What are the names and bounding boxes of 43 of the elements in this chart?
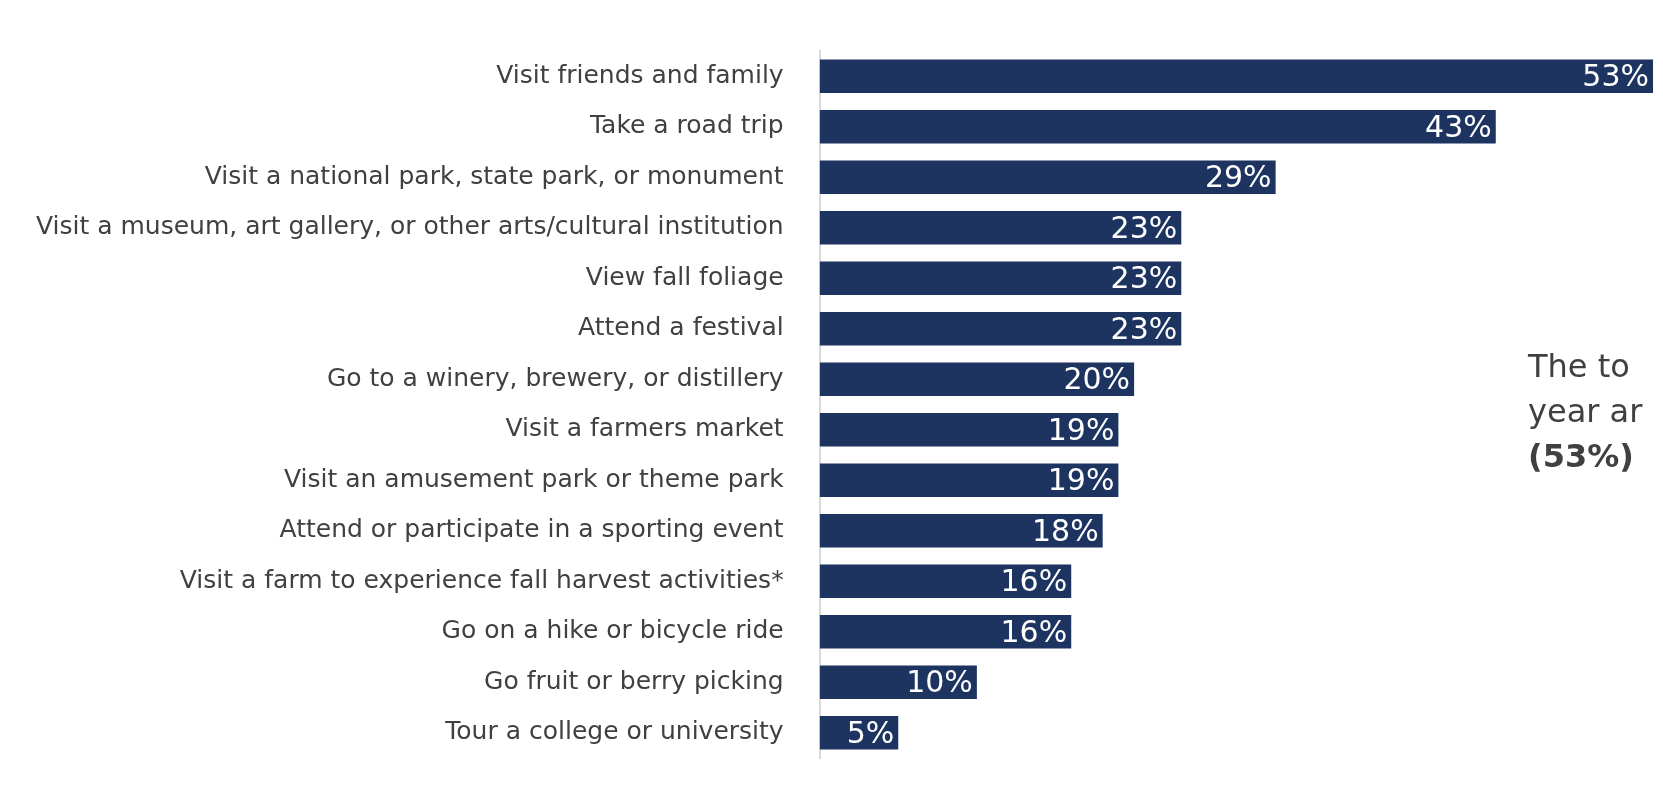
- y-tick-label: Visit friends and family: [496, 59, 784, 89]
- data-label: 43%: [1425, 108, 1492, 144]
- y-tick-label: Go to a winery, brewery, or distillery: [326, 362, 784, 392]
- data-label: 23%: [1110, 310, 1178, 346]
- y-tick-label: Tour a college or university: [444, 716, 784, 746]
- y-tick-label: Visit a farm to experience fall harvest activities*: [179, 564, 784, 594]
- y-tick-label: Visit a national park, state park, or monument: [204, 160, 784, 190]
- data-label: 23%: [1110, 209, 1178, 245]
- data-label: 19%: [1047, 411, 1115, 447]
- bar: [819, 59, 1653, 93]
- data-label: 53%: [1582, 58, 1649, 94]
- y-tick-label: View fall foliage: [585, 261, 784, 291]
- annotation: (53%): [1528, 437, 1634, 476]
- annotation: year ar: [1528, 392, 1644, 431]
- y-tick-label: Visit a museum, art gallery, or other arts/cultural institution: [35, 211, 784, 241]
- bar: [819, 514, 1103, 548]
- y-tick-label: Take a road trip: [588, 110, 784, 140]
- data-label: 5%: [846, 714, 895, 750]
- data-label: 23%: [1110, 260, 1178, 296]
- y-tick-label: Attend or participate in a sporting event: [279, 514, 784, 544]
- data-label: 16%: [1000, 563, 1068, 599]
- y-tick-label: Attend a festival: [578, 312, 784, 342]
- y-tick-label: Visit a farmers market: [505, 413, 784, 443]
- bar: [819, 312, 1182, 346]
- data-label: 29%: [1204, 159, 1272, 195]
- data-label: 20%: [1063, 361, 1131, 397]
- bar: [819, 413, 1119, 447]
- bar: [819, 564, 1072, 598]
- bar: [819, 615, 1072, 649]
- y-tick-label: Go fruit or berry picking: [484, 665, 784, 695]
- data-label: 19%: [1047, 462, 1115, 498]
- y-tick-label: Go on a hike or bicycle ride: [441, 615, 784, 645]
- bar: [819, 110, 1496, 144]
- y-tick-label: Visit an amusement park or theme park: [283, 463, 785, 493]
- data-label: 16%: [1000, 613, 1068, 649]
- annotation: The to: [1527, 347, 1630, 386]
- bar: [819, 463, 1119, 497]
- bar: [819, 362, 1135, 396]
- bar: [819, 261, 1182, 295]
- data-label: 18%: [1031, 512, 1099, 548]
- data-label: 10%: [906, 664, 973, 700]
- bar: [819, 211, 1182, 245]
- bar: [819, 160, 1276, 194]
